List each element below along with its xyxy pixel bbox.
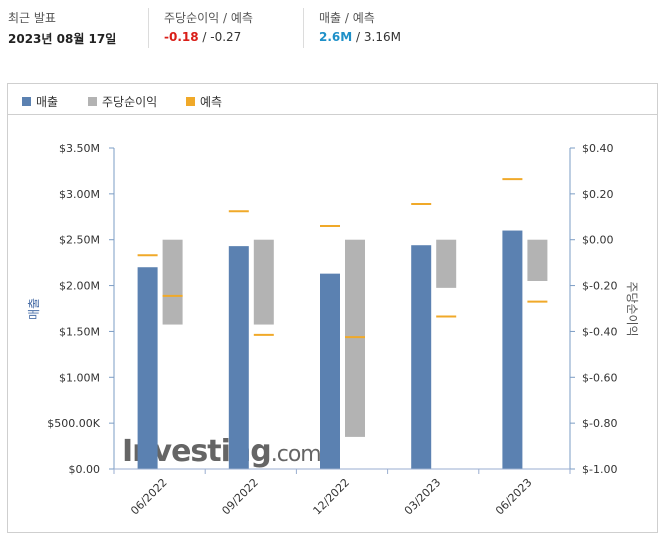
left-axis-tick-label: $3.50M — [59, 142, 100, 155]
revenue-forecast: / 3.16M — [352, 30, 401, 44]
chart-panel: 매출 주당순이익 예측 — [7, 83, 658, 533]
eps-label: 주당순이익 / 예측 — [164, 11, 253, 25]
revenue-block: 매출 / 예측 2.6M / 3.16M — [319, 9, 401, 44]
revenue-bar — [411, 245, 432, 469]
revenue-swatch — [22, 97, 31, 106]
left-axis-tick-label: $2.50M — [59, 234, 100, 247]
left-axis-tick-label: $1.00M — [59, 371, 100, 384]
summary-divider — [148, 8, 149, 48]
eps-bar — [527, 239, 548, 281]
eps-bar — [345, 239, 365, 437]
revenue-label: 매출 / 예측 — [319, 11, 375, 25]
left-axis-tick-label: $500.00K — [47, 417, 100, 430]
x-axis-tick-label: 06/2023 — [493, 476, 535, 518]
left-axis-title: 매출 — [27, 298, 41, 320]
right-axis-tick-label: $0.00 — [582, 234, 614, 247]
right-axis-tick-label: $-1.00 — [582, 463, 617, 476]
legend-forecast-label: 예측 — [200, 95, 223, 109]
earnings-summary: 최근 발표 2023년 08월 17일 주당순이익 / 예측 -0.18 / -… — [0, 0, 662, 56]
last-release-label: 최근 발표 — [8, 11, 56, 25]
x-axis-tick-label: 12/2022 — [311, 476, 353, 518]
last-release-block: 최근 발표 2023년 08월 17일 — [8, 9, 116, 47]
legend-item-revenue[interactable]: 매출 — [22, 93, 58, 110]
left-axis-tick-label: $0.00 — [69, 463, 101, 476]
right-axis-tick-label: $-0.40 — [582, 325, 617, 338]
left-axis-tick-label: $3.00M — [59, 188, 100, 201]
eps-bar — [253, 239, 274, 325]
revenue-bar — [320, 273, 340, 469]
revenue-actual: 2.6M — [319, 30, 353, 44]
right-axis-tick-label: $-0.80 — [582, 417, 617, 430]
eps-forecast: / -0.27 — [198, 30, 242, 44]
legend-revenue-label: 매출 — [36, 95, 59, 109]
eps-bar — [162, 239, 183, 325]
watermark-suffix: .com — [271, 442, 321, 467]
right-axis-tick-label: $0.20 — [582, 188, 614, 201]
eps-actual: -0.18 — [164, 30, 199, 44]
eps-block: 주당순이익 / 예측 -0.18 / -0.27 — [164, 9, 253, 44]
x-axis-tick-label: 03/2023 — [402, 476, 444, 518]
legend-eps-label: 주당순이익 — [102, 95, 158, 109]
revenue-bar — [502, 230, 523, 469]
legend-item-eps[interactable]: 주당순이익 — [88, 93, 157, 110]
right-axis-tick-label: $-0.60 — [582, 371, 617, 384]
chart-legend: 매출 주당순이익 예측 — [8, 84, 657, 115]
left-axis-tick-label: $2.00M — [59, 280, 100, 293]
x-axis-tick-label: 09/2022 — [219, 476, 261, 518]
eps-swatch — [88, 97, 97, 106]
revenue-bar — [137, 267, 158, 469]
right-axis-tick-label: $0.40 — [582, 142, 614, 155]
legend-item-forecast[interactable]: 예측 — [186, 93, 222, 110]
x-axis-tick-label: 06/2022 — [128, 476, 170, 518]
forecast-swatch — [186, 97, 195, 106]
revenue-bar — [228, 246, 249, 469]
right-axis-tick-label: $-0.20 — [582, 280, 617, 293]
left-axis-tick-label: $1.50M — [59, 325, 100, 338]
right-axis-title: 주당순이익 — [625, 281, 639, 336]
summary-divider — [303, 8, 304, 48]
last-release-date: 2023년 08월 17일 — [8, 32, 117, 46]
eps-bar — [436, 239, 457, 288]
